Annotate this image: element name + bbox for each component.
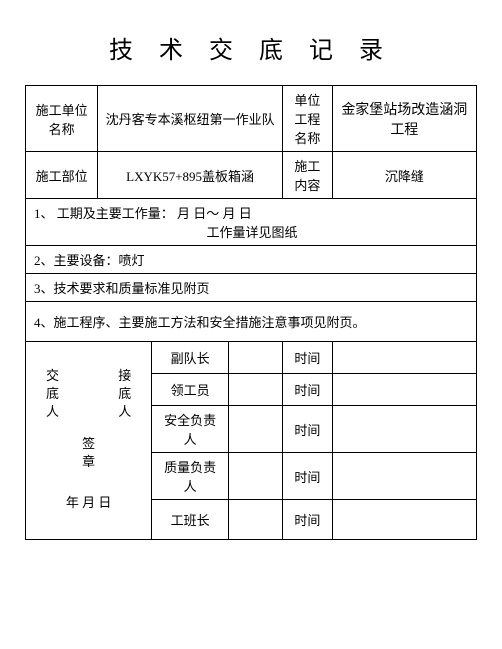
row-1-text: 1、 工期及主要工作量： 月 日～ 月 日 — [34, 203, 470, 222]
role-1: 副队长 — [152, 342, 229, 374]
unit-label: 施工单位名称 — [26, 86, 98, 152]
qianzhang-label: 签章 — [82, 435, 95, 471]
jiedi-label: 接底人 — [118, 367, 131, 422]
time-4-val — [332, 453, 476, 500]
time-1-val — [332, 342, 476, 374]
sign-left-cell: 交底人 接底人 签章 年 月 日 — [26, 342, 152, 540]
role-3: 安全负责人 — [152, 406, 229, 453]
main-table: 施工单位名称 沈丹客专本溪枢纽第一作业队 单位工程名称 金家堡站场改造涵洞工程 … — [25, 85, 477, 540]
role-2-val — [228, 374, 282, 406]
role-4-val — [228, 453, 282, 500]
content-value: 沉降缝 — [332, 152, 476, 199]
time-2-val — [332, 374, 476, 406]
role-4: 质量负责人 — [152, 453, 229, 500]
content-label: 施工内容 — [283, 152, 333, 199]
time-5-val — [332, 500, 476, 540]
part-label: 施工部位 — [26, 152, 98, 199]
jiaodi-label: 交底人 — [46, 367, 59, 422]
time-4-label: 时间 — [283, 453, 333, 500]
project-label: 单位工程名称 — [283, 86, 333, 152]
time-3-label: 时间 — [283, 406, 333, 453]
time-5-label: 时间 — [283, 500, 333, 540]
row-3: 3、技术要求和质量标准见附页 — [26, 274, 477, 302]
row-4: 4、施工程序、主要施工方法和安全措施注意事项见附页。 — [26, 302, 477, 342]
page-title: 技 术 交 底 记 录 — [25, 30, 477, 65]
row-2: 2、主要设备：喷灯 — [26, 246, 477, 274]
part-value: LXYK57+895盖板箱涵 — [98, 152, 283, 199]
time-1-label: 时间 — [283, 342, 333, 374]
role-5-val — [228, 500, 282, 540]
row-1: 1、 工期及主要工作量： 月 日～ 月 日 工作量详见图纸 — [26, 199, 477, 246]
row-1-sub: 工作量详见图纸 — [34, 222, 470, 241]
project-value: 金家堡站场改造涵洞工程 — [332, 86, 476, 152]
date-label: 年 月 日 — [66, 491, 112, 514]
role-2: 领工员 — [152, 374, 229, 406]
role-3-val — [228, 406, 282, 453]
role-5: 工班长 — [152, 500, 229, 540]
time-2-label: 时间 — [283, 374, 333, 406]
time-3-val — [332, 406, 476, 453]
unit-value: 沈丹客专本溪枢纽第一作业队 — [98, 86, 283, 152]
role-1-val — [228, 342, 282, 374]
